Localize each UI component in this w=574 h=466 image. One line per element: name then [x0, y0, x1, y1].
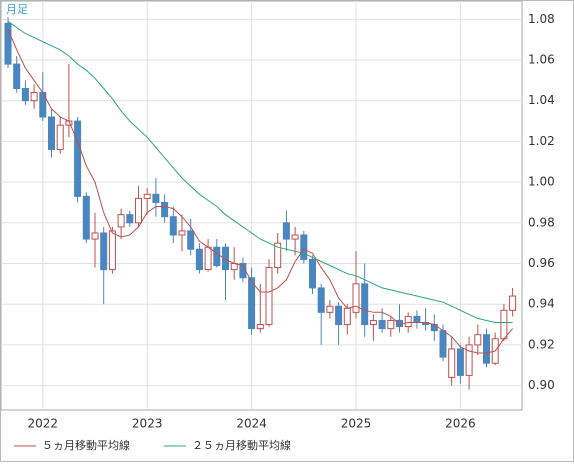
candle-body: [387, 319, 395, 330]
candle-body: [309, 258, 316, 289]
candle-body: [369, 319, 377, 326]
candle-body: [222, 246, 229, 271]
candle-body: [74, 120, 82, 197]
candle-body: [300, 234, 308, 260]
y-tick-label: 0.98: [528, 215, 555, 229]
candle-body: [335, 305, 343, 326]
candle-body: [378, 319, 386, 330]
candle-body: [169, 216, 177, 236]
candle-body: [213, 246, 221, 267]
x-tick-label: 2025: [341, 417, 372, 431]
y-tick-label: 1.04: [528, 93, 555, 107]
candle-body: [204, 246, 212, 271]
candle-body: [117, 214, 125, 228]
candle-body: [13, 63, 21, 89]
candle-body: [456, 348, 464, 376]
candle-body: [326, 305, 334, 313]
candle-body: [509, 295, 517, 311]
x-tick-label: 2026: [445, 417, 476, 431]
candle-body: [465, 344, 473, 376]
candle-body: [361, 283, 369, 326]
x-tick-label: 2024: [236, 417, 267, 431]
candle-body: [448, 348, 456, 378]
candle-body: [248, 277, 256, 330]
candle-body: [187, 230, 195, 250]
candle-body: [265, 267, 273, 326]
candle-body: [91, 232, 99, 240]
candle-body: [135, 197, 142, 224]
candle-body: [291, 234, 299, 240]
candle-body: [195, 248, 203, 271]
candle-body: [439, 330, 447, 358]
candle-body: [500, 309, 508, 340]
candle-body: [282, 222, 290, 240]
x-tick-label: 2023: [132, 417, 163, 431]
candle-body: [474, 334, 482, 346]
candle-body: [100, 232, 108, 271]
candle-body: [108, 230, 116, 271]
candle-body: [352, 283, 360, 313]
y-tick-label: 1.08: [528, 12, 555, 26]
y-tick-label: 0.92: [528, 337, 555, 351]
candle-body: [143, 193, 151, 199]
x-tick-label: 2022: [28, 417, 59, 431]
candle-body: [317, 287, 325, 313]
candle-body: [404, 315, 412, 328]
candle-body: [161, 201, 169, 218]
candle-body: [48, 116, 55, 151]
legend-label: ５ヵ月移動平均線: [42, 438, 130, 452]
candle-body: [30, 92, 38, 102]
candle-body: [126, 214, 134, 224]
candle-body: [178, 230, 186, 236]
y-tick-label: 0.90: [528, 378, 555, 392]
y-tick-label: 1.00: [528, 175, 555, 189]
plot-area: [0, 0, 523, 411]
candle-body: [274, 242, 282, 269]
candle-body: [152, 193, 160, 203]
y-tick-label: 1.02: [528, 134, 555, 148]
candle-body: [256, 324, 264, 330]
legend-label: ２５ヵ月移動平均線: [192, 438, 291, 452]
ma-line: [7, 20, 513, 323]
candle-body: [21, 87, 29, 102]
candle-body: [82, 195, 90, 240]
candle-body: [483, 334, 490, 364]
candle-body: [413, 315, 421, 324]
candle-body: [343, 307, 351, 326]
y-tick-label: 0.94: [528, 297, 555, 311]
candle-body: [56, 124, 64, 151]
ma-line: [7, 29, 513, 354]
candle-body: [4, 22, 12, 65]
y-tick-label: 1.06: [528, 53, 555, 67]
y-tick-label: 0.96: [528, 256, 555, 270]
period-label: 月足: [6, 3, 28, 16]
